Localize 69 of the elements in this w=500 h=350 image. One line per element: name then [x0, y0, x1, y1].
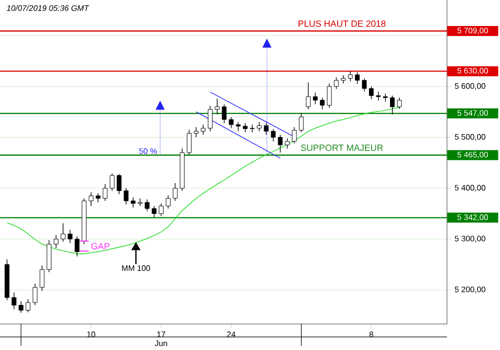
candlestick: [390, 95, 395, 115]
annotation: GAP: [91, 242, 110, 250]
candlestick: [54, 234, 58, 249]
candlestick: [116, 174, 122, 195]
candlestick: [194, 126, 199, 138]
candlestick: [18, 300, 24, 314]
candlestick: [110, 173, 114, 192]
ref-line-label: 5 342,00: [457, 214, 488, 221]
y-tick-label: 5 500,00: [454, 134, 486, 141]
candlestick: [102, 184, 108, 202]
candlestick: [12, 292, 16, 310]
x-tick-label: 17: [157, 332, 166, 338]
candlestick: [60, 222, 66, 242]
candlestick: [312, 92, 318, 105]
candlestick: [26, 298, 30, 313]
candlestick: [376, 91, 381, 102]
candlestick: [362, 78, 367, 92]
annotation: SUPPORT MAJEUR: [300, 144, 383, 151]
candlestick: [88, 192, 94, 206]
annotation: MM 100: [122, 265, 150, 271]
y-tick-label: 5 300,00: [454, 236, 486, 242]
y-tick-label: 5 400,00: [454, 184, 486, 192]
x-tick-label: 24: [227, 332, 236, 338]
y-tick-label: 5 600,00: [454, 83, 486, 90]
candlestick: [270, 128, 276, 142]
candlestick: [320, 97, 325, 110]
candlestick: [256, 122, 262, 132]
candlestick: [172, 182, 178, 202]
candlestick: [96, 192, 100, 203]
candlestick: [124, 188, 128, 205]
candlestick: [144, 199, 150, 212]
candlestick: [186, 129, 192, 156]
x-tick-label: 8: [369, 332, 374, 338]
candlestick: [348, 70, 353, 82]
ref-line-label: 5 709,00: [457, 28, 488, 34]
candlestick: [208, 105, 213, 132]
annotation: PLUS HAUT DE 2018: [298, 20, 386, 27]
ref-line-label: 5 465,00: [457, 152, 488, 158]
candlestick: [368, 86, 374, 100]
candlestick: [278, 134, 283, 153]
candlestick: [334, 76, 339, 90]
chart-title: 10/07/2019 05:36 GMT: [6, 5, 90, 11]
x-tick-label: 10: [87, 332, 96, 338]
text: Jun: [154, 340, 168, 346]
candlestick: [74, 236, 80, 257]
candlestick: [222, 104, 227, 124]
candlestick: [130, 196, 136, 208]
annotation: 50 %: [139, 148, 157, 154]
ref-line-label: 5 547,00: [457, 110, 488, 117]
candlestick: [152, 206, 156, 218]
candlestick: [298, 112, 304, 133]
candlestick: [242, 122, 248, 133]
candlestick: [292, 126, 297, 144]
candlestick: [236, 122, 241, 132]
candlestick: [397, 97, 402, 110]
ref-line-label: 5 630,00: [457, 68, 488, 74]
candlestick: [284, 138, 290, 149]
candlestick: [68, 230, 72, 244]
candlestick: [326, 83, 332, 108]
candlestick: [200, 124, 206, 136]
y-tick-label: 5 200,00: [454, 286, 486, 294]
candlestick: [40, 265, 44, 292]
candlestick: [32, 283, 38, 306]
candlestick: [214, 98, 220, 115]
candlestick: [306, 82, 311, 110]
candlestick: [354, 72, 360, 84]
candlestick: [228, 116, 234, 129]
candlestick: [166, 194, 171, 209]
candlestick: [158, 203, 164, 217]
